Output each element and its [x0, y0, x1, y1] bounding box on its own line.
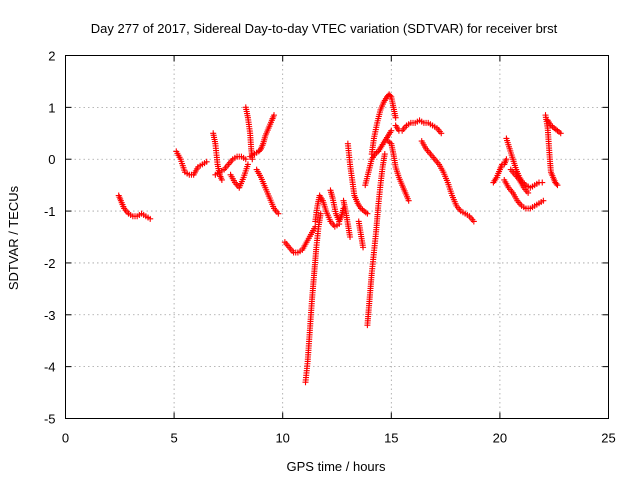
data-point-marker: [554, 182, 561, 189]
data-point-marker: [438, 130, 445, 137]
y-tick-labels: -5 -4 -3 -2 -1 0 1 2: [44, 49, 56, 427]
data-point-marker: [553, 180, 560, 187]
data-point-marker: [388, 127, 395, 134]
data-point-marker: [381, 151, 388, 158]
x-tick-label: 5: [170, 431, 177, 446]
data-point-marker: [503, 156, 510, 163]
chart-title: Day 277 of 2017, Sidereal Day-to-day VTE…: [91, 21, 558, 36]
y-tick-label: 0: [48, 152, 55, 167]
data-point-marker: [405, 197, 412, 204]
x-tick-labels: 0 5 10 15 20 25: [62, 431, 616, 446]
data-points: [115, 91, 564, 386]
data-point-marker: [539, 179, 546, 186]
y-tick-label: -5: [44, 412, 56, 427]
data-point-marker: [218, 176, 225, 183]
x-tick-label: 10: [275, 431, 289, 446]
data-point-marker: [203, 158, 210, 165]
y-tick-label: 1: [48, 100, 55, 115]
x-tick-label: 15: [384, 431, 398, 446]
y-axis-label: SDTVAR / TECUs: [6, 185, 21, 290]
y-tick-label: -2: [44, 256, 56, 271]
data-point-marker: [387, 92, 394, 99]
y-tick-label: 2: [48, 49, 55, 64]
data-point-marker: [392, 114, 399, 121]
x-tick-label: 25: [601, 431, 615, 446]
data-point-marker: [360, 244, 367, 251]
grid-lines: [65, 55, 609, 419]
data-point-marker: [525, 189, 532, 196]
x-axis-label: GPS time / hours: [287, 459, 386, 474]
axis-ticks: [65, 55, 609, 419]
x-tick-label: 0: [62, 431, 69, 446]
data-point-marker: [317, 210, 324, 217]
data-point-marker: [540, 197, 547, 204]
y-tick-label: -1: [44, 204, 56, 219]
y-tick-label: -4: [44, 360, 56, 375]
y-tick-label: -3: [44, 308, 56, 323]
data-point-marker: [364, 210, 371, 217]
data-point-marker: [271, 112, 278, 119]
data-point-marker: [557, 130, 564, 137]
data-point-marker: [256, 147, 263, 154]
x-tick-label: 20: [493, 431, 507, 446]
plot-frame: [65, 55, 609, 419]
data-point-marker: [147, 215, 154, 222]
data-point-marker: [347, 234, 354, 240]
data-point-marker: [470, 218, 477, 225]
data-point-marker: [242, 156, 249, 163]
data-point-marker: [244, 161, 251, 168]
data-point-marker: [275, 210, 282, 217]
